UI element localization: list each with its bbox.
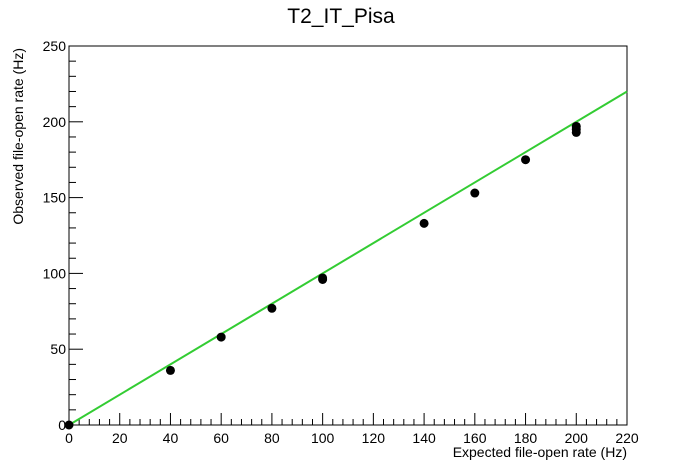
y-tick-label: 0 xyxy=(58,417,66,433)
x-tick-label: 180 xyxy=(514,430,538,446)
data-point xyxy=(571,121,581,131)
x-axis-label: Expected file-open rate (Hz) xyxy=(453,444,627,460)
y-axis-label: Observed file-open rate (Hz) xyxy=(10,48,26,225)
plot-frame xyxy=(68,45,628,426)
x-tick-label: 120 xyxy=(362,430,386,446)
x-tick-label: 140 xyxy=(412,430,436,446)
y-axis: 0 50 100 150 200 250 xyxy=(43,38,83,433)
x-tick-label: 0 xyxy=(65,430,73,446)
x-tick-label: 40 xyxy=(163,430,179,446)
chart-title: T2_IT_Pisa xyxy=(287,5,395,28)
x-tick-label: 100 xyxy=(311,430,335,446)
y-tick-label: 200 xyxy=(43,114,67,130)
data-point xyxy=(216,332,226,342)
x-tick-label: 160 xyxy=(463,430,487,446)
x-tick-label: 20 xyxy=(112,430,128,446)
data-point xyxy=(470,188,480,198)
y-tick-label: 250 xyxy=(43,38,67,54)
reference-line-layer xyxy=(68,90,628,426)
data-point xyxy=(419,218,429,228)
reference-line xyxy=(68,90,628,426)
data-point xyxy=(521,155,531,165)
y-tick-label: 150 xyxy=(43,190,67,206)
x-axis: 0 20 40 60 80 100 120 140 160 180 200 220 xyxy=(65,413,639,446)
y-tick-label: 50 xyxy=(50,341,66,357)
data-point xyxy=(64,420,74,430)
data-point xyxy=(318,273,328,283)
x-tick-label: 80 xyxy=(264,430,280,446)
data-point xyxy=(267,303,277,313)
x-tick-label: 220 xyxy=(615,430,639,446)
points-layer xyxy=(64,121,581,430)
y-tick-label: 100 xyxy=(43,265,67,281)
data-point xyxy=(165,365,175,375)
x-tick-label: 60 xyxy=(213,430,229,446)
x-tick-label: 200 xyxy=(565,430,589,446)
